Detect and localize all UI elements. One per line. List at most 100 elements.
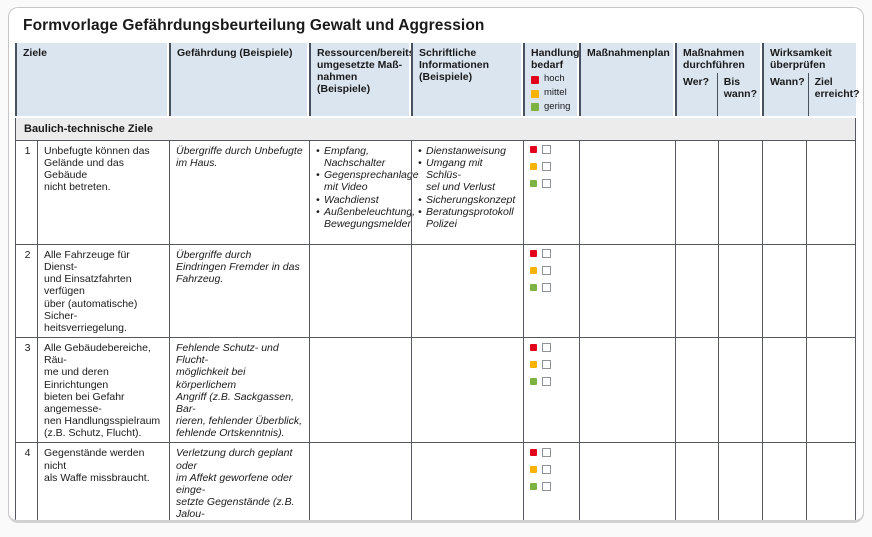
massnahmenplan-cell: [579, 244, 675, 339]
priority-low-checkbox[interactable]: [542, 179, 551, 189]
table-row: 1 Unbefugte können das Gelände und das G…: [15, 140, 856, 245]
priority-high-checkbox[interactable]: [542, 342, 551, 352]
priority-high-checkbox[interactable]: [542, 145, 551, 155]
legend-label-hoch: hoch: [544, 73, 565, 85]
priority-option-hoch: [530, 342, 575, 352]
legend-item-gering: gering: [531, 100, 573, 113]
priority-medium-swatch: [530, 360, 537, 368]
wann-cell: [762, 443, 806, 520]
row-number: 1: [15, 140, 37, 245]
priority-option-gering: [530, 376, 575, 386]
wann-cell: [762, 244, 806, 339]
col-header-wer: Wer?: [683, 76, 710, 89]
priority-medium-checkbox[interactable]: [542, 464, 551, 474]
list-item: • Umgang mit Schlüs- sel und Verlust: [418, 157, 496, 194]
col-header-ziele: Ziele: [15, 43, 169, 116]
priority-low-swatch: [531, 103, 539, 112]
col-header-ziel-erreicht: Ziel erreicht?: [807, 73, 863, 116]
col-header-ressourcen: Ressourcen/bereits umgesetzte Maß- nahme…: [309, 43, 414, 116]
priority-option-mittel: [530, 464, 575, 474]
ressourcen-cell: [309, 338, 411, 444]
priority-high-swatch: [530, 448, 537, 456]
list-item: • Außenbeleuchtung, Bewegungsmelder: [316, 205, 416, 230]
priority-low-checkbox[interactable]: [542, 283, 551, 293]
ziel-cell: Unbefugte können das Gelände und das Geb…: [37, 140, 169, 245]
priority-high-swatch: [530, 146, 537, 154]
ressourcen-cell: • Empfang, Nachschalter • Gegensprechanlag…: [309, 140, 419, 245]
wer-cell: [675, 338, 718, 444]
priority-low-swatch: [530, 482, 537, 490]
priority-high-swatch: [530, 250, 537, 258]
priority-high-checkbox[interactable]: [542, 249, 551, 259]
table-row: 3 Alle Gebäudebereiche, Räu- me und dere…: [15, 338, 856, 444]
bis-wann-cell: [718, 244, 762, 339]
priority-high-swatch: [530, 343, 537, 351]
col-header-wann: Wann?: [770, 76, 805, 89]
list-item: • Beratungsprotokoll Polizei: [418, 205, 514, 230]
schriftliche-list: • Dienstanweisung • Umgang mit Schlüs- sel…: [418, 145, 519, 230]
priority-high-swatch: [531, 75, 539, 84]
bullet-icon: •: [316, 193, 320, 206]
risk-assessment-table: Ziele Gefährdung (Beispiele) Ressourcen/…: [15, 43, 860, 520]
wann-cell: [762, 140, 806, 245]
form-card: Formvorlage Gefährdungsbeurteilung Gewal…: [8, 7, 864, 523]
bis-wann-cell: [718, 443, 762, 520]
gefaehrdung-cell: Verletzung durch geplant oder im Affekt …: [169, 443, 309, 520]
ziel-cell: Alle Fahrzeuge für Dienst- und Einsatzfa…: [37, 244, 169, 339]
wann-cell: [762, 338, 806, 444]
priority-option-hoch: [530, 145, 575, 155]
section-header-baulich-technische-ziele: Baulich-technische Ziele: [15, 117, 856, 141]
priority-option-hoch: [530, 249, 575, 259]
handlungsbedarf-cell: [523, 140, 579, 245]
priority-low-swatch: [530, 180, 537, 188]
massnahmenplan-cell: [579, 338, 675, 444]
priority-option-hoch: [530, 447, 575, 457]
priority-low-checkbox[interactable]: [542, 376, 551, 386]
massnahmenplan-cell: [579, 140, 675, 245]
priority-option-gering: [530, 283, 575, 293]
ressourcen-cell: [309, 244, 411, 339]
durchfuehren-subheaders: Wer? Bis wann?: [677, 73, 760, 116]
priority-medium-checkbox[interactable]: [542, 359, 551, 369]
row-number: 3: [15, 338, 37, 444]
wer-cell: [675, 140, 718, 245]
handlungsbedarf-cell: [523, 338, 579, 444]
legend-label-mittel: mittel: [544, 87, 567, 99]
wer-cell: [675, 244, 718, 339]
col-header-bis-wann: Bis wann?: [716, 73, 760, 116]
priority-medium-swatch: [530, 267, 537, 275]
handlungsbedarf-cell: [523, 443, 579, 520]
col-header-handlungsbedarf: Handlungs- bedarf hoch mittel gering: [523, 43, 589, 116]
priority-low-checkbox[interactable]: [542, 481, 551, 491]
priority-medium-swatch: [531, 89, 539, 98]
legend-label-gering: gering: [544, 100, 571, 112]
table-row: 4 Gegenstände werden nicht als Waffe mis…: [15, 443, 856, 520]
col-header-gefaehrdung: Gefährdung (Beispiele): [169, 43, 309, 116]
table-row: 2 Alle Fahrzeuge für Dienst- und Einsatz…: [15, 244, 856, 339]
priority-option-gering: [530, 481, 575, 491]
schriftliche-informationen-cell: [411, 244, 523, 339]
priority-medium-swatch: [530, 163, 537, 171]
gefaehrdung-cell: Übergriffe durch Eindringen Fremder in d…: [169, 244, 309, 339]
wer-cell: [675, 443, 718, 520]
priority-legend: hoch mittel gering: [531, 73, 573, 113]
list-item: • Gegensprechanlage mit Video: [316, 169, 419, 194]
ziel-erreicht-cell: [806, 244, 856, 339]
gefaehrdung-cell: Fehlende Schutz- und Flucht- möglichkeit…: [169, 338, 309, 444]
bullet-icon: •: [316, 205, 320, 218]
col-header-schriftliche-informationen: Schriftliche Informationen (Beispiele): [411, 43, 523, 116]
col-group-wirksamkeit-ueberpruefen: Wirksamkeit überprüfen Wann? Ziel erreic…: [762, 43, 860, 116]
col-header-massnahmenplan: Maßnahmenplan: [579, 43, 675, 116]
priority-high-checkbox[interactable]: [542, 447, 551, 457]
durchfuehren-label: Maßnahmen durchführen: [683, 47, 745, 72]
schriftliche-informationen-cell: • Dienstanweisung • Umgang mit Schlüs- sel…: [411, 140, 523, 245]
wirksamkeit-subheaders: Wann? Ziel erreicht?: [764, 73, 860, 116]
massnahmenplan-cell: [579, 443, 675, 520]
gefaehrdung-cell: Übergriffe durch Unbefugte im Haus.: [169, 140, 309, 245]
priority-medium-swatch: [530, 465, 537, 473]
ziel-cell: Alle Gebäudebereiche, Räu- me und deren …: [37, 338, 169, 444]
priority-medium-checkbox[interactable]: [542, 266, 551, 276]
priority-medium-checkbox[interactable]: [542, 162, 551, 172]
bis-wann-cell: [718, 338, 762, 444]
priority-option-gering: [530, 179, 575, 189]
